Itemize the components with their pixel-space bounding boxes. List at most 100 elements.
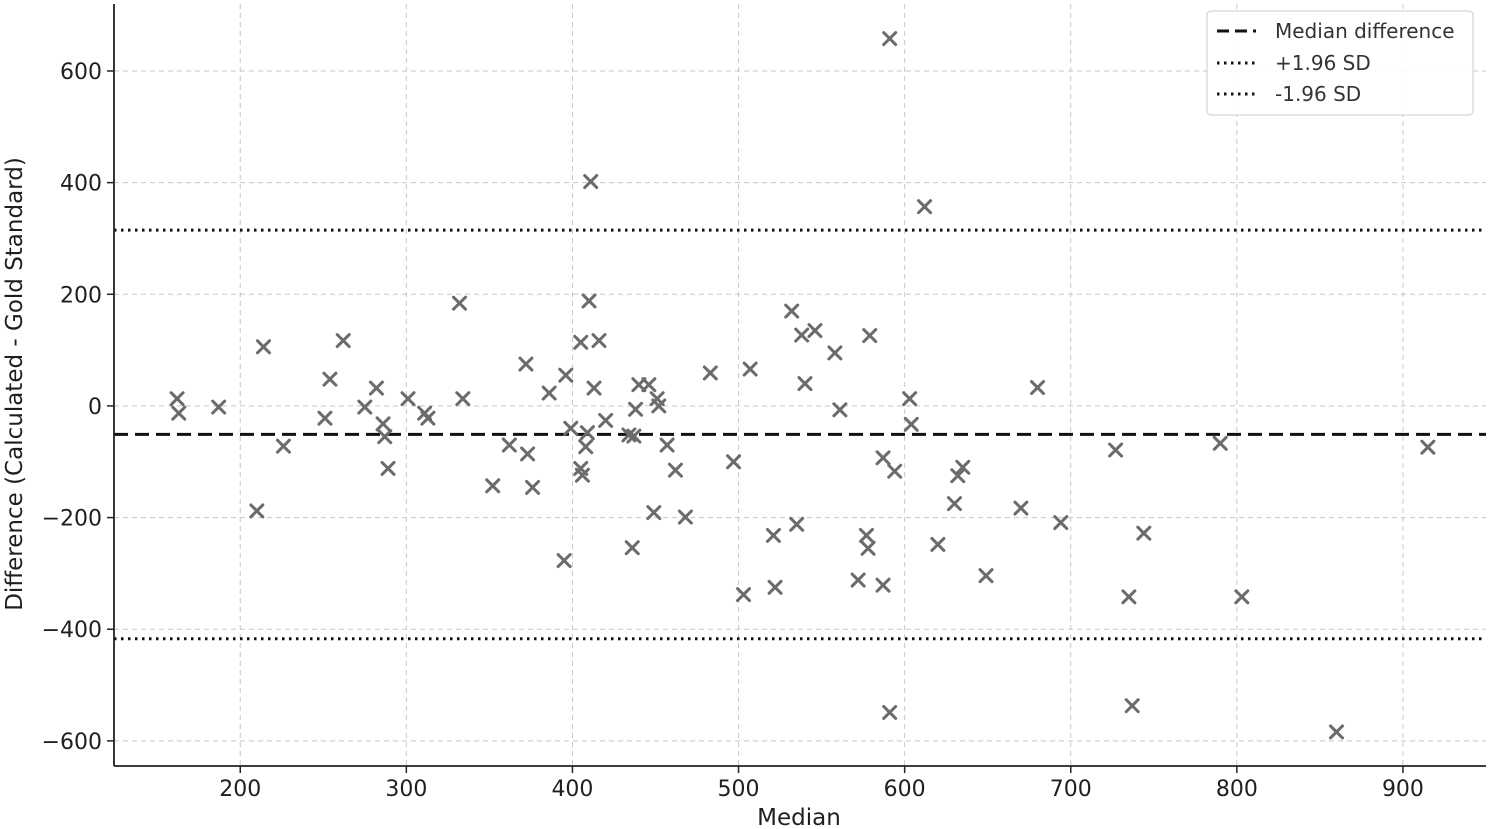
- data-point-stroke: [742, 361, 758, 377]
- data-point-stroke: [583, 174, 599, 190]
- data-point-stroke: [322, 371, 338, 387]
- data-point-stroke: [955, 459, 971, 475]
- data-point-stroke: [501, 437, 517, 453]
- y-axis-label: Difference (Calculated - Gold Standard): [2, 157, 28, 611]
- y-tick-label: 200: [60, 283, 102, 308]
- data-point-stroke: [563, 420, 579, 436]
- data-point: [375, 416, 391, 432]
- data-point: [789, 516, 805, 532]
- data-point: [525, 479, 541, 495]
- data-point-stroke: [485, 478, 501, 494]
- y-tick-label: 0: [88, 395, 102, 420]
- data-point-stroke: [357, 399, 373, 415]
- y-tick-label: −200: [42, 507, 102, 532]
- data-point-stroke: [171, 405, 187, 421]
- data-point: [950, 468, 966, 484]
- data-point-stroke: [882, 31, 898, 47]
- data-point: [501, 437, 517, 453]
- data-point: [1108, 442, 1124, 458]
- data-point: [626, 428, 642, 444]
- data-point: [827, 345, 843, 361]
- data-point: [455, 391, 471, 407]
- data-point-stroke: [375, 416, 391, 432]
- data-point-stroke: [169, 391, 185, 407]
- legend: Median difference +1.96 SD -1.96 SD: [1206, 10, 1474, 116]
- data-point-stroke: [368, 380, 384, 396]
- data-point-stroke: [858, 527, 874, 543]
- legend-label: +1.96 SD: [1275, 51, 1371, 75]
- x-tick-label: 400: [551, 777, 593, 802]
- data-point-stroke: [518, 356, 534, 372]
- data-point-stroke: [887, 463, 903, 479]
- data-point: [659, 437, 675, 453]
- data-point-stroke: [520, 446, 536, 462]
- data-point: [591, 333, 607, 349]
- data-point-stroke: [736, 587, 752, 603]
- data-point-stroke: [451, 295, 467, 311]
- data-point-stroke: [541, 385, 557, 401]
- data-point: [317, 410, 333, 426]
- data-point: [882, 31, 898, 47]
- tick-labels: 200 300 400 500 600 700 800 900 −600 −400 −200 0 200…: [42, 60, 1424, 802]
- data-point-stroke: [1053, 515, 1069, 531]
- data-point: [1136, 525, 1152, 541]
- data-point-stroke: [586, 380, 602, 396]
- data-point: [832, 402, 848, 418]
- data-point: [581, 293, 597, 309]
- data-point-stroke: [946, 496, 962, 512]
- data-point: [598, 412, 614, 428]
- data-point: [380, 460, 396, 476]
- data-point: [420, 410, 436, 426]
- data-point-stroke: [827, 345, 843, 361]
- data-point: [862, 328, 878, 344]
- data-point-stroke: [624, 540, 640, 556]
- data-point: [1053, 515, 1069, 531]
- data-point-stroke: [807, 323, 823, 339]
- data-point: [563, 420, 579, 436]
- data-point: [357, 399, 373, 415]
- data-point: [882, 704, 898, 720]
- data-point: [1234, 589, 1250, 605]
- x-axis-label: Median: [757, 805, 841, 829]
- data-point-stroke: [621, 427, 637, 443]
- data-points: [169, 31, 1436, 740]
- data-point: [887, 463, 903, 479]
- data-point: [702, 365, 718, 381]
- data-point-stroke: [628, 401, 644, 417]
- data-point: [930, 536, 946, 552]
- data-point: [322, 371, 338, 387]
- data-point: [646, 505, 662, 521]
- data-point-stroke: [578, 439, 594, 455]
- data-point: [335, 333, 351, 349]
- data-point: [875, 450, 891, 466]
- data-point-stroke: [832, 402, 848, 418]
- data-point: [767, 579, 783, 595]
- data-point-stroke: [275, 438, 291, 454]
- gridlines: [114, 4, 1486, 766]
- data-point: [978, 568, 994, 584]
- data-point-stroke: [950, 468, 966, 484]
- data-point-stroke: [211, 399, 227, 415]
- data-point: [797, 376, 813, 392]
- data-point-stroke: [917, 199, 933, 215]
- data-point: [765, 527, 781, 543]
- data-point: [624, 540, 640, 556]
- data-point-stroke: [767, 579, 783, 595]
- data-point-stroke: [875, 450, 891, 466]
- data-point: [169, 391, 185, 407]
- data-point: [903, 416, 919, 432]
- y-tick-label: −400: [42, 618, 102, 643]
- data-point: [520, 446, 536, 462]
- data-point: [556, 553, 572, 569]
- data-point: [573, 334, 589, 350]
- data-point-stroke: [380, 460, 396, 476]
- data-point-stroke: [646, 505, 662, 521]
- data-point: [1121, 589, 1137, 605]
- data-point-stroke: [1121, 589, 1137, 605]
- legend-label: -1.96 SD: [1275, 82, 1361, 106]
- legend-frame: [1206, 10, 1474, 116]
- data-point-stroke: [255, 339, 271, 355]
- data-point-stroke: [1124, 698, 1140, 714]
- legend-label: Median difference: [1275, 19, 1455, 43]
